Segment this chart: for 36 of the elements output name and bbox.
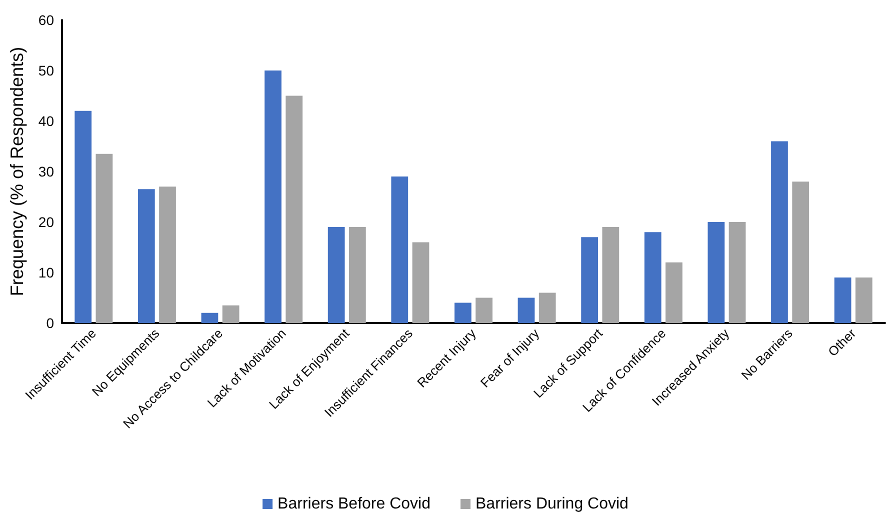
bar <box>391 176 408 323</box>
y-tick-label: 50 <box>38 62 54 78</box>
legend-label: Barriers Before Covid <box>278 496 431 512</box>
bar <box>602 227 620 323</box>
bar <box>728 222 746 323</box>
bar <box>538 292 556 323</box>
bar <box>96 154 113 323</box>
y-tick-label: 20 <box>38 214 54 230</box>
bar <box>74 110 92 323</box>
y-tick-label: 60 <box>38 12 54 28</box>
bar <box>476 298 492 323</box>
bar <box>159 186 176 323</box>
bar <box>666 262 682 323</box>
bar <box>644 232 662 323</box>
y-tick-label: 0 <box>46 315 54 331</box>
bar <box>348 227 366 323</box>
bar <box>834 278 852 323</box>
bar <box>454 302 472 323</box>
bar <box>581 237 598 323</box>
y-tick-label: 30 <box>38 164 54 180</box>
y-tick-label: 40 <box>38 113 54 129</box>
bar <box>792 182 810 323</box>
legend-label: Barriers During Covid <box>476 496 628 512</box>
bar <box>708 222 725 323</box>
bar <box>412 242 430 323</box>
bar <box>138 189 155 323</box>
bar <box>518 298 535 323</box>
bar <box>222 305 240 323</box>
y-tick-label: 10 <box>38 264 54 280</box>
bar <box>201 312 218 323</box>
bar <box>771 141 788 323</box>
bar <box>286 96 303 323</box>
bar <box>264 70 282 323</box>
bar <box>328 227 345 323</box>
y-axis-title: Frequency (% of Respondents) <box>7 46 27 296</box>
bar <box>855 278 872 323</box>
